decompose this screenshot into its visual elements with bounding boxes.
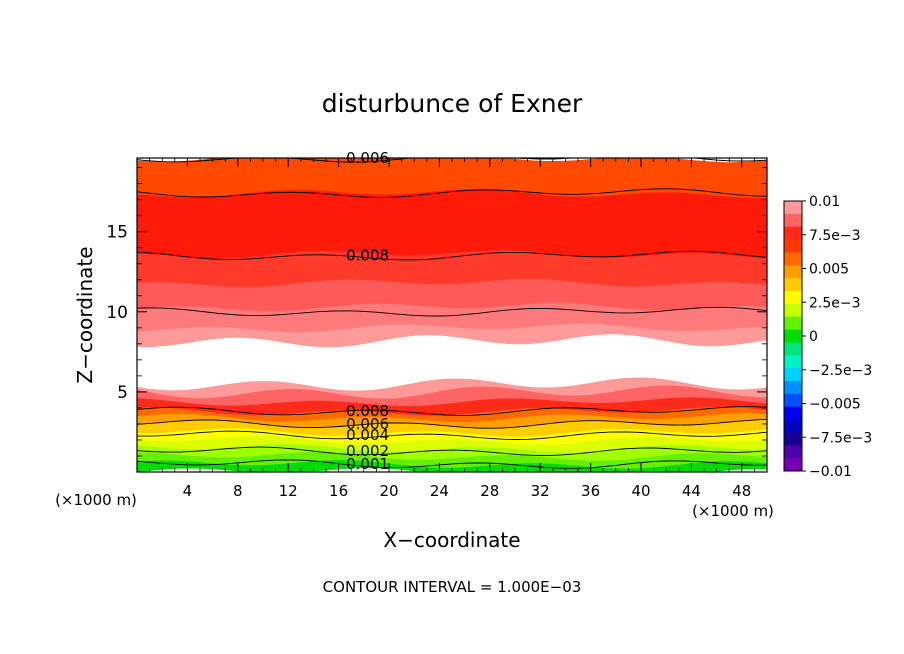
colorbar-segment bbox=[784, 278, 802, 292]
colorbar-segment bbox=[784, 252, 802, 266]
x-tick-label: 16 bbox=[329, 482, 348, 500]
colorbar-segment bbox=[784, 406, 802, 420]
contour-label: 0.002 bbox=[346, 442, 389, 460]
colorbar-segment bbox=[784, 432, 802, 446]
colorbar-labels: 0.01 7.5e−3 0.005 2.5e−3 0 −2.5e−3 −0.005 −7.5e… bbox=[802, 194, 872, 480]
y-axis-ticks: 5 10 15 bbox=[106, 167, 767, 457]
contour-line bbox=[137, 188, 767, 198]
colorbar-tick-label: 2.5e−3 bbox=[809, 295, 861, 311]
x-tick-label: 36 bbox=[581, 482, 600, 500]
contour-field bbox=[137, 158, 767, 472]
colorbar-segment bbox=[784, 381, 802, 395]
x-unit-left: (×1000 m) bbox=[55, 491, 137, 509]
x-tick-label: 44 bbox=[682, 482, 701, 500]
contour-label: 0.006 bbox=[346, 415, 389, 433]
y-tick-label: 5 bbox=[117, 383, 128, 403]
colorbar bbox=[783, 200, 803, 472]
colorbar-tick-label: −0.01 bbox=[809, 464, 852, 480]
x-tick-label: 8 bbox=[233, 482, 243, 500]
chart-title: disturbunce of Exner bbox=[322, 89, 583, 118]
colorbar-segment bbox=[784, 213, 802, 228]
colorbar-segment bbox=[784, 368, 802, 382]
field-band bbox=[137, 158, 767, 199]
colorbar-tick-label: 0 bbox=[809, 329, 818, 345]
x-tick-label: 24 bbox=[430, 482, 449, 500]
x-tick-label: 48 bbox=[732, 482, 751, 500]
colorbar-segment bbox=[784, 303, 802, 318]
contour-label: 0.008 bbox=[346, 247, 389, 265]
x-axis-ticks: 4 8 12 16 20 24 28 32 36 40 44 48 bbox=[149, 158, 755, 500]
y-tick-label: 15 bbox=[106, 223, 128, 243]
colorbar-segment bbox=[784, 458, 802, 472]
colorbar-segment bbox=[784, 342, 802, 356]
colorbar-tick-label: 0.01 bbox=[809, 194, 840, 210]
contour-line bbox=[137, 459, 767, 469]
contour-line bbox=[137, 419, 767, 429]
x-tick-label: 28 bbox=[480, 482, 499, 500]
y-tick-label: 10 bbox=[106, 303, 128, 323]
contour-interval-note: CONTOUR INTERVAL = 1.000E−03 bbox=[323, 578, 582, 596]
contour-line bbox=[137, 446, 767, 456]
y-axis-label: Z−coordinate bbox=[73, 246, 97, 383]
x-tick-label: 12 bbox=[279, 482, 298, 500]
contour-line bbox=[137, 250, 767, 261]
colorbar-segment bbox=[784, 316, 802, 330]
contour-label: 0.001 bbox=[346, 455, 389, 473]
contour-line bbox=[137, 430, 767, 440]
colorbar-segment bbox=[784, 445, 802, 459]
colorbar-segment bbox=[784, 226, 802, 240]
x-tick-label: 4 bbox=[183, 482, 193, 500]
x-tick-label: 20 bbox=[379, 482, 398, 500]
colorbar-segment bbox=[784, 291, 802, 305]
contour-line bbox=[137, 306, 767, 317]
colorbar-tick-label: −7.5e−3 bbox=[809, 430, 872, 446]
contour-lines bbox=[137, 158, 767, 469]
colorbar-tick-label: 0.005 bbox=[809, 262, 849, 278]
colorbar-tick-label: −2.5e−3 bbox=[809, 363, 872, 379]
field-band bbox=[137, 188, 767, 259]
x-axis-label: X−coordinate bbox=[383, 528, 520, 552]
colorbar-segment bbox=[784, 239, 802, 253]
colorbar-segment bbox=[784, 393, 802, 408]
colorbar-tick-label: 7.5e−3 bbox=[809, 228, 861, 244]
colorbar-segment bbox=[784, 419, 802, 433]
contour-label: 0.004 bbox=[346, 426, 389, 444]
colorbar-segment bbox=[784, 329, 802, 343]
colorbar-segment bbox=[784, 265, 802, 279]
colorbar-tick-label: −0.005 bbox=[809, 397, 861, 413]
x-tick-label: 40 bbox=[631, 482, 650, 500]
x-tick-label: 32 bbox=[531, 482, 550, 500]
colorbar-segment bbox=[784, 201, 802, 215]
contour-label: 0.008 bbox=[346, 402, 389, 420]
contour-line bbox=[137, 406, 767, 416]
x-unit-right: (×1000 m) bbox=[692, 502, 774, 520]
colorbar-segment bbox=[784, 355, 802, 369]
